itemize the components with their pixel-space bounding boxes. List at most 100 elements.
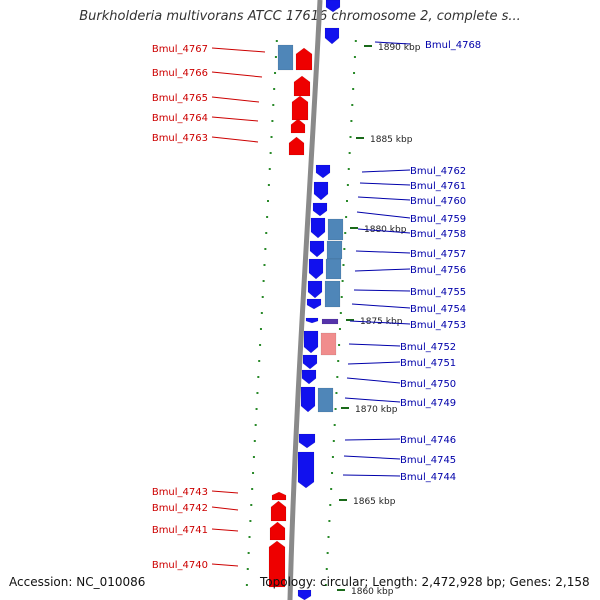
forward-gene-arrow: [291, 95, 309, 121]
gene-label-leader: [342, 474, 401, 477]
reverse-gene-arrow: [310, 217, 326, 239]
forward-gene-arrow: [269, 521, 286, 541]
inner-right-track-mark: [331, 472, 334, 474]
inner-right-track-mark: [327, 536, 330, 538]
gene-label-leader: [346, 377, 401, 384]
inner-left-track-mark: [261, 296, 264, 298]
scale-tick-label: 1865 kbp: [353, 497, 396, 507]
scale-tick-label: 1885 kbp: [370, 135, 413, 145]
forward-gene-arrow: [293, 75, 311, 97]
inner-left-track-mark: [265, 232, 268, 234]
gene-label-leader: [211, 71, 263, 78]
gene-label-leader: [354, 268, 411, 272]
inner-right-track-mark: [345, 216, 348, 218]
scale-tick-label: 1860 kbp: [351, 587, 394, 597]
gene-label-leader: [211, 528, 239, 532]
gene-label-leader: [353, 289, 411, 292]
gene-label-leader: [344, 438, 401, 441]
inner-left-track-mark: [257, 376, 260, 378]
inner-right-track-mark: [349, 136, 352, 138]
inner-left-track-mark: [269, 152, 272, 154]
inner-left-track-mark: [268, 168, 271, 170]
inner-left-track-mark: [259, 344, 262, 346]
inner-left-track-mark: [270, 136, 273, 138]
gene-label-right: Bmul_4744: [400, 472, 456, 483]
reverse-gene-arrow: [305, 317, 319, 324]
reverse-gene-arrow: [303, 330, 319, 354]
reverse-gene-arrow: [302, 354, 318, 370]
inner-left-track-mark: [260, 312, 263, 314]
gene-label-leader: [357, 196, 411, 201]
inner-right-track-mark: [347, 168, 350, 170]
gene-label-right: Bmul_4750: [400, 379, 456, 390]
inner-right-track-mark: [336, 376, 339, 378]
gene-label-leader: [348, 343, 401, 347]
gene-label-right: Bmul_4752: [400, 342, 456, 353]
inner-right-track-mark: [324, 584, 327, 586]
gene-label-left: Bmul_4741: [152, 525, 208, 536]
scale-tick-label: 1875 kbp: [360, 317, 403, 327]
gene-label-right: Bmul_4746: [400, 435, 456, 446]
gene-label-right: Bmul_4762: [410, 166, 466, 177]
map-title: Burkholderia multivorans ATCC 17616 chro…: [79, 9, 521, 24]
gene-label-left: Bmul_4765: [152, 93, 208, 104]
feature-block: [324, 280, 341, 308]
inner-right-track-mark: [353, 56, 356, 58]
forward-gene-arrow: [290, 118, 306, 134]
gene-label-leader: [211, 116, 259, 122]
inner-right-track-mark: [351, 104, 354, 106]
gene-label-leader: [211, 136, 259, 143]
gene-label-right: Bmul_4756: [410, 265, 466, 276]
reverse-gene-arrow: [301, 369, 317, 385]
inner-right-track-mark: [346, 200, 348, 202]
inner-left-track-mark: [263, 264, 266, 266]
inner-right-track-mark: [352, 88, 355, 90]
gene-label-left: Bmul_4766: [152, 68, 208, 79]
gene-label-leader: [357, 228, 411, 234]
inner-left-track-mark: [273, 88, 276, 90]
forward-gene-arrow: [271, 491, 287, 501]
inner-left-track-mark: [245, 584, 248, 586]
inner-right-track-mark: [343, 248, 346, 250]
inner-left-track-mark: [258, 360, 261, 362]
reverse-gene-arrow: [308, 258, 324, 280]
reverse-gene-arrow: [324, 27, 340, 45]
inner-right-track-mark: [332, 440, 335, 442]
gene-label-leader: [351, 303, 411, 309]
reverse-gene-arrow: [312, 202, 328, 217]
gene-label-right: Bmul_4757: [410, 249, 466, 260]
inner-right-track-mark: [344, 232, 347, 234]
forward-gene-arrow: [288, 136, 305, 156]
inner-right-track-mark: [329, 504, 332, 506]
inner-left-track-mark: [266, 216, 269, 218]
gene-label-leader: [343, 455, 401, 460]
inner-left-track-mark: [253, 440, 256, 442]
gene-label-leader: [211, 506, 239, 511]
inner-left-track-mark: [262, 280, 265, 282]
inner-right-track-mark: [342, 264, 345, 266]
gene-label-leader: [374, 41, 411, 45]
inner-right-track-mark: [337, 360, 340, 362]
reverse-gene-arrow: [307, 280, 323, 299]
inner-left-track-mark: [272, 104, 275, 106]
gene-label-leader: [344, 397, 401, 403]
feature-block: [321, 318, 339, 325]
topology-summary: Topology: circular; Length: 2,472,928 bp…: [260, 575, 590, 589]
gene-label-right: Bmul_4745: [400, 455, 456, 466]
reverse-gene-arrow: [306, 298, 322, 310]
inner-left-track-mark: [246, 568, 249, 570]
inner-right-track-mark: [350, 120, 353, 122]
gene-label-right: Bmul_4758: [410, 229, 466, 240]
inner-left-track-mark: [271, 120, 274, 122]
inner-left-track-mark: [252, 456, 255, 458]
reverse-gene-arrow: [297, 589, 312, 600]
inner-left-track-mark: [267, 184, 270, 186]
gene-label-right: Bmul_4754: [410, 304, 466, 315]
gene-label-right: Bmul_4751: [400, 358, 456, 369]
chromosome-backbone: [287, 0, 323, 600]
inner-right-track-mark: [328, 520, 331, 522]
inner-right-track-mark: [333, 424, 336, 426]
inner-right-track-mark: [335, 392, 338, 394]
gene-label-leader: [347, 361, 401, 365]
